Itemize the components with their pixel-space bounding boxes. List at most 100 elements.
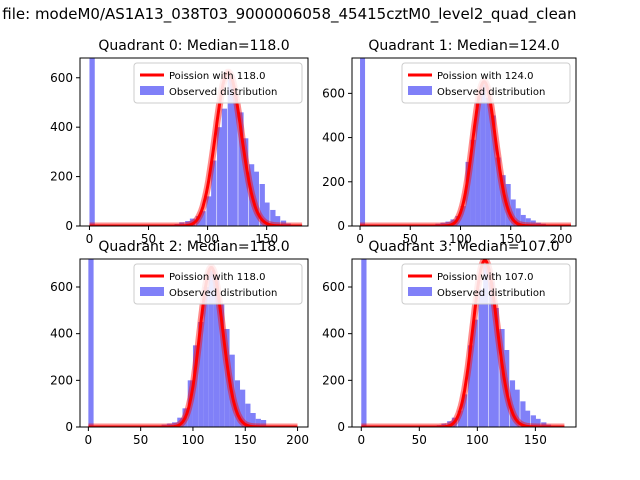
histogram-bar (483, 263, 489, 427)
legend-entry-poisson: Poission with 124.0 (437, 71, 533, 82)
histogram-bar (510, 199, 516, 226)
x-tick-label: 0 (357, 433, 365, 447)
histogram-bar (535, 418, 541, 427)
poisson-curve-group (87, 68, 305, 226)
histogram-bar (185, 221, 191, 226)
histogram-bar (480, 84, 486, 226)
x-tick-label: 100 (196, 232, 219, 246)
histogram-bar (245, 403, 251, 427)
x-tick-label: 200 (549, 232, 572, 246)
histogram-bar (535, 222, 541, 226)
x-tick-label: 50 (141, 232, 156, 246)
histogram-bar (490, 115, 496, 226)
x-tick-label: 50 (403, 232, 418, 246)
histogram-bar (485, 97, 491, 226)
poisson-curve (359, 80, 572, 226)
x-tick-label: 150 (524, 433, 547, 447)
histogram-bar (468, 345, 474, 427)
y-tick-label: 600 (322, 280, 345, 294)
axes-frame (79, 57, 309, 227)
axes-frame (351, 57, 577, 227)
histogram-bar (88, 259, 94, 427)
y-tick-label: 200 (322, 175, 345, 189)
x-tick-label: 0 (85, 433, 93, 447)
legend: Poission with 118.0 Observed distribution (133, 263, 303, 305)
histogram-bar (172, 422, 178, 427)
histogram-bar (270, 209, 276, 226)
y-tick-label: 600 (50, 71, 73, 85)
histogram-bar (360, 58, 366, 226)
poisson-curve (89, 70, 303, 226)
y-tick-label: 0 (337, 219, 345, 233)
histogram-bar (198, 322, 204, 427)
y-tick-label: 600 (322, 86, 345, 100)
legend: Poission with 107.0 Observed distribution (401, 263, 571, 305)
histogram-bar (462, 394, 468, 427)
histogram-bar (259, 184, 265, 226)
x-tick-label: 100 (466, 433, 489, 447)
histogram-bar (217, 127, 223, 226)
subplot-3: 0 50 100 150 0 200 400 600 Poission with 107.0 Ob… (322, 239, 577, 447)
histogram-bar (495, 157, 501, 226)
histogram-bar (460, 206, 466, 226)
subplot-title: Quadrant 3: Median=107.0 (368, 239, 559, 255)
histogram-bar (457, 410, 463, 427)
histogram-bar (200, 211, 206, 226)
legend-bar-swatch (140, 287, 164, 296)
x-tick-label: 150 (234, 433, 257, 447)
histogram-bar (264, 202, 270, 226)
subplot-2: 0 50 100 150 200 0 200 400 600 Poission with 118.… (50, 239, 309, 447)
y-tick-label: 400 (50, 327, 73, 341)
figure-title: n file: modeM0/AS1A13_038T03_9000006058_… (0, 0, 640, 30)
histogram-bar (441, 423, 447, 427)
legend-bar-swatch (408, 287, 432, 296)
legend-box (401, 263, 571, 305)
legend-bar-swatch (140, 86, 164, 95)
histogram-bar (206, 196, 212, 226)
histogram-bar (445, 221, 451, 226)
legend: Poission with 124.0 Observed distribution (401, 62, 571, 104)
legend-entry-poisson: Poission with 107.0 (437, 272, 533, 283)
histogram-bar (250, 413, 256, 427)
histogram-bar (524, 410, 531, 427)
y-tick-label: 200 (322, 373, 345, 387)
legend-entry-observed: Observed distribution (169, 87, 277, 98)
subplot-title: Quadrant 0: Median=118.0 (98, 38, 289, 54)
histogram-bar (243, 138, 249, 226)
y-tick-label: 400 (322, 131, 345, 145)
histogram-bar (478, 289, 484, 427)
y-tick-label: 0 (337, 420, 345, 434)
y-tick-label: 200 (50, 373, 73, 387)
y-tick-label: 0 (65, 219, 73, 233)
histogram-bar (213, 275, 220, 427)
histogram-bar (240, 389, 246, 427)
histogram-bars (360, 58, 551, 226)
legend-bar-swatch (408, 86, 432, 95)
histogram-bar (440, 222, 446, 226)
histogram-bar (255, 418, 261, 427)
x-tick-label: 100 (449, 232, 472, 246)
histogram-bar (541, 422, 547, 427)
y-tick-label: 400 (322, 327, 345, 341)
legend-box (401, 62, 571, 104)
histogram-bar (470, 139, 476, 226)
histogram-bar (280, 220, 287, 226)
histogram-bar (472, 319, 478, 427)
histogram-bar (525, 218, 531, 226)
histogram-bar (488, 282, 495, 427)
histogram-bar (192, 345, 199, 427)
histogram-bar (208, 270, 214, 427)
histogram-bar (475, 103, 481, 226)
y-tick-label: 200 (50, 170, 73, 184)
x-tick-label: 150 (499, 232, 522, 246)
histogram-bar (177, 417, 183, 427)
x-tick-label: 0 (356, 232, 364, 246)
histogram-bar (514, 389, 520, 427)
subplot-1: 0 50 100 150 200 0 200 400 600 Poission with 124.… (322, 38, 577, 246)
histogram-bar (520, 214, 526, 226)
poisson-curve-group (357, 78, 574, 226)
histogram-bar (89, 58, 95, 226)
histogram-bar (211, 160, 217, 226)
